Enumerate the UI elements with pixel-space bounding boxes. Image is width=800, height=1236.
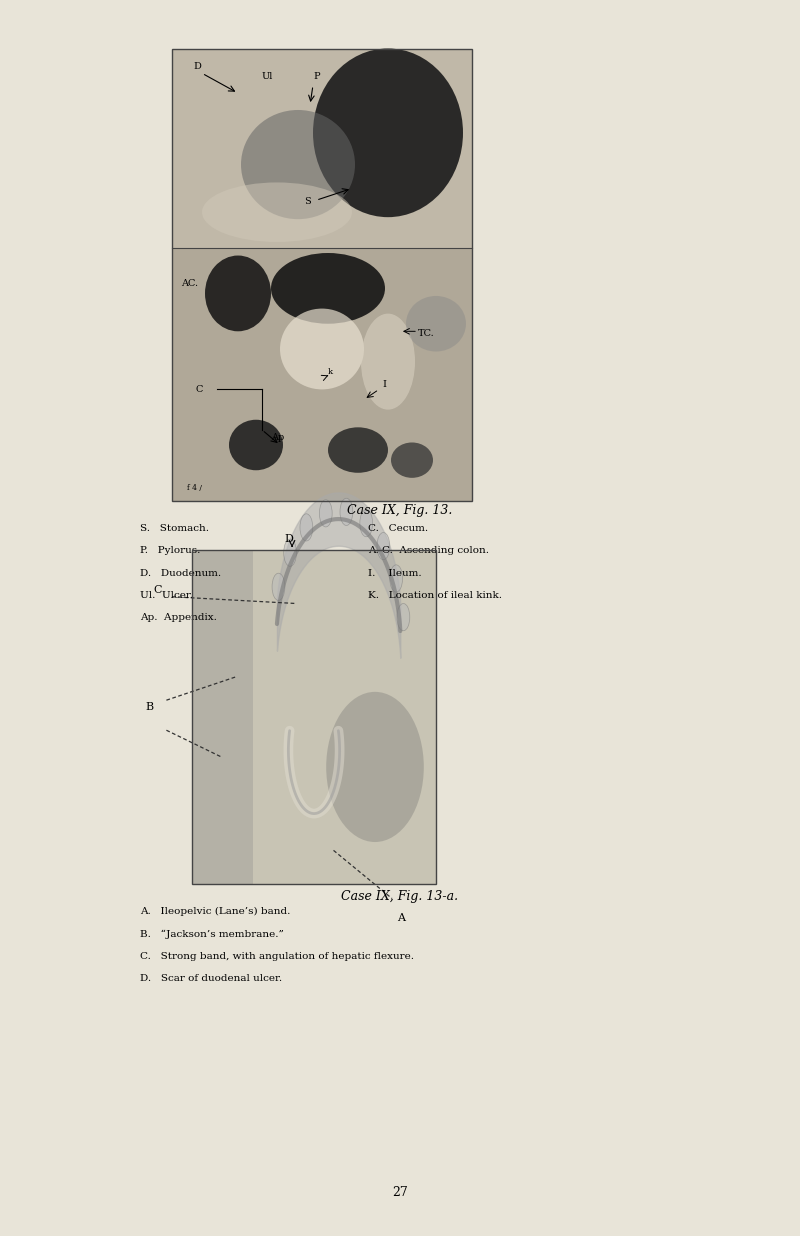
Ellipse shape (300, 514, 313, 541)
Text: S.   Stomach.: S. Stomach. (140, 524, 209, 533)
Ellipse shape (377, 533, 390, 560)
Ellipse shape (272, 574, 285, 601)
Text: I.    Ileum.: I. Ileum. (368, 569, 422, 577)
Ellipse shape (361, 314, 415, 409)
Text: Ul.  Ulcer.: Ul. Ulcer. (140, 591, 193, 599)
Text: k: k (328, 368, 333, 376)
Text: A. C.  Ascending colon.: A. C. Ascending colon. (368, 546, 489, 555)
Text: B.   “Jackson’s membrane.”: B. “Jackson’s membrane.” (140, 929, 284, 939)
Ellipse shape (328, 428, 388, 473)
Ellipse shape (313, 48, 463, 218)
Text: B: B (146, 702, 154, 712)
Ellipse shape (241, 110, 355, 219)
Text: K.   Location of ileal kink.: K. Location of ileal kink. (368, 591, 502, 599)
Ellipse shape (406, 295, 466, 351)
Text: Ap.  Appendix.: Ap. Appendix. (140, 613, 217, 622)
Text: A.   Ileopelvic (Lane’s) band.: A. Ileopelvic (Lane’s) band. (140, 907, 290, 916)
Text: C.   Cecum.: C. Cecum. (368, 524, 428, 533)
Bar (192, 550, 253, 884)
Text: D: D (193, 62, 201, 72)
Text: TC.: TC. (418, 329, 434, 339)
Bar (172, 49, 472, 501)
Text: P: P (313, 72, 320, 82)
Ellipse shape (391, 442, 433, 478)
Ellipse shape (326, 692, 424, 842)
Ellipse shape (319, 499, 332, 527)
Bar (172, 49, 472, 248)
Text: P.   Pylorus.: P. Pylorus. (140, 546, 200, 555)
Ellipse shape (360, 509, 373, 536)
Text: C: C (196, 384, 203, 394)
Text: D.   Duodenum.: D. Duodenum. (140, 569, 221, 577)
Text: Case IX, Fig. 13.: Case IX, Fig. 13. (347, 504, 453, 518)
Ellipse shape (229, 420, 283, 470)
Text: D.   Scar of duodenal ulcer.: D. Scar of duodenal ulcer. (140, 974, 282, 983)
Bar (192, 550, 436, 884)
Ellipse shape (340, 498, 353, 525)
Ellipse shape (271, 253, 385, 324)
Text: C.   Strong band, with angulation of hepatic flexure.: C. Strong band, with angulation of hepat… (140, 952, 414, 960)
Ellipse shape (202, 183, 352, 242)
Text: D: D (285, 534, 294, 544)
Ellipse shape (284, 539, 297, 566)
Text: AC.: AC. (181, 279, 198, 288)
Ellipse shape (390, 565, 402, 592)
Text: I: I (382, 379, 386, 389)
Text: 27: 27 (392, 1185, 408, 1199)
Text: C: C (154, 586, 162, 596)
Text: Ap: Ap (271, 433, 284, 442)
Text: Ul: Ul (262, 72, 274, 82)
Ellipse shape (205, 256, 271, 331)
Text: f 4 /: f 4 / (187, 485, 202, 492)
Bar (192, 550, 436, 884)
Text: S: S (304, 198, 310, 206)
Bar (172, 248, 472, 501)
Ellipse shape (397, 603, 410, 630)
Ellipse shape (280, 309, 364, 389)
Text: A: A (397, 913, 405, 923)
Text: Case IX, Fig. 13-a.: Case IX, Fig. 13-a. (342, 890, 458, 904)
